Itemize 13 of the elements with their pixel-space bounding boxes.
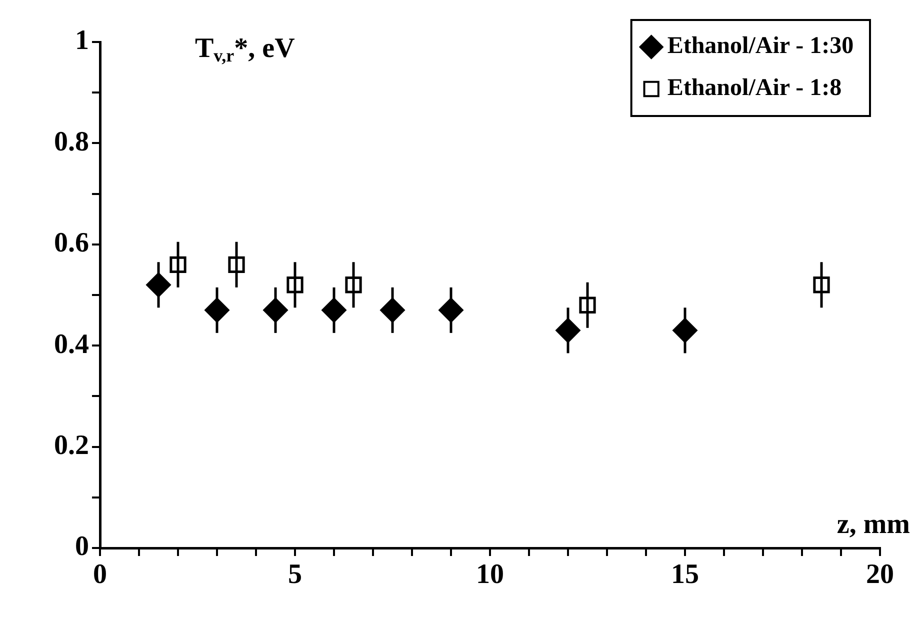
legend-label: Ethanol/Air - 1:30 <box>667 33 854 60</box>
y-tick-label: 0.6 <box>54 228 89 259</box>
x-tick-label: 10 <box>476 559 504 590</box>
x-tick-label: 5 <box>288 559 302 590</box>
y-tick-label: 0.4 <box>54 328 89 360</box>
y-tick-label: 0 <box>75 531 89 562</box>
y-tick-label: 1 <box>75 25 89 56</box>
y-tick-label: 0.8 <box>54 126 89 158</box>
x-tick-label: 15 <box>671 559 699 590</box>
legend-label: Ethanol/Air - 1:8 <box>667 75 842 102</box>
y-tick-label: 0.2 <box>54 430 89 462</box>
x-axis-title: z, mm <box>836 509 910 540</box>
x-tick-label: 20 <box>866 559 894 590</box>
